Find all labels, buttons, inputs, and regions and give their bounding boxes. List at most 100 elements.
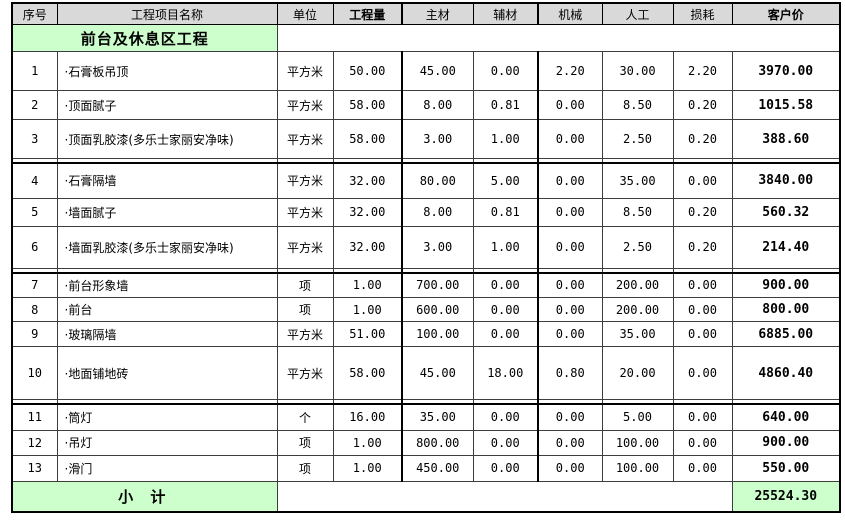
table-row: 3 ·顶面乳胶漆(多乐士家丽安净味) 平方米 58.00 3.00 1.00 0… [11,119,841,159]
table-row: 7 ·前台形象墙 项 1.00 700.00 0.00 0.00 200.00 … [11,272,841,298]
cell-qty: 32.00 [332,162,403,199]
cell-mach: 2.20 [537,51,603,91]
cell-no: 9 [11,321,58,347]
cell-loss: 0.00 [672,272,733,298]
cell-qty: 32.00 [332,197,403,227]
cell-name: ·地面铺地砖 [56,346,278,400]
cell-unit: 项 [276,454,334,482]
cell-mach: 0.00 [537,272,603,298]
cell-loss: 0.00 [672,403,733,431]
cell-aux: 1.00 [472,225,539,269]
cell-aux: 0.00 [472,297,539,322]
cell-price: 4860.40 [731,346,841,400]
cell-mach: 0.80 [537,346,603,400]
cell-loss: 0.00 [672,297,733,322]
table-row: 13 ·滑门 项 1.00 450.00 0.00 0.00 100.00 0.… [11,454,841,482]
col-header-aux: 辅材 [472,2,539,25]
cell-unit: 项 [276,429,334,456]
section-row-empty [276,24,841,52]
section-title: 前台及休息区工程 [11,24,278,52]
cell-price: 3970.00 [731,51,841,91]
cell-labor: 35.00 [601,321,674,347]
cell-price: 214.40 [731,225,841,269]
cell-unit: 平方米 [276,90,334,120]
table-row: 6 ·墙面乳胶漆(多乐士家丽安净味) 平方米 32.00 3.00 1.00 0… [11,225,841,269]
cell-name: ·墙面腻子 [56,197,278,227]
cell-no: 13 [11,454,58,482]
col-header-no: 序号 [11,2,58,25]
cell-aux: 0.00 [472,272,539,298]
cell-main: 45.00 [401,346,474,400]
cell-name: ·玻璃隔墙 [56,321,278,347]
col-header-qty: 工程量 [332,2,403,25]
cell-unit: 平方米 [276,162,334,199]
hidden-rows-separator [11,399,841,405]
cell-price: 3840.00 [731,162,841,199]
cell-main: 800.00 [401,429,474,456]
quotation-sheet: 序号 工程项目名称 单位 工程量 主材 辅材 机械 人工 损耗 客户价 前台及休… [11,2,841,513]
cell-labor: 8.50 [601,197,674,227]
cell-main: 8.00 [401,197,474,227]
cell-unit: 平方米 [276,321,334,347]
cell-price: 800.00 [731,297,841,322]
cell-no: 3 [11,119,58,159]
col-header-loss: 损耗 [672,2,733,25]
cell-mach: 0.00 [537,321,603,347]
cell-aux: 18.00 [472,346,539,400]
table-row: 5 ·墙面腻子 平方米 32.00 8.00 0.81 0.00 8.50 0.… [11,197,841,227]
subtotal-value: 25524.30 [731,480,841,513]
cell-qty: 51.00 [332,321,403,347]
cell-main: 450.00 [401,454,474,482]
cell-mach: 0.00 [537,162,603,199]
cell-no: 2 [11,90,58,120]
cell-no: 10 [11,346,58,400]
cell-loss: 0.00 [672,346,733,400]
cell-name: ·墙面乳胶漆(多乐士家丽安净味) [56,225,278,269]
cell-price: 900.00 [731,272,841,298]
cell-main: 35.00 [401,403,474,431]
hidden-rows-separator [11,267,841,274]
cell-aux: 0.81 [472,197,539,227]
cell-no: 7 [11,272,58,298]
cell-price: 388.60 [731,119,841,159]
cell-aux: 0.00 [472,454,539,482]
cell-labor: 200.00 [601,272,674,298]
estimate-table: 序号 工程项目名称 单位 工程量 主材 辅材 机械 人工 损耗 客户价 前台及休… [11,2,841,513]
cell-mach: 0.00 [537,225,603,269]
cell-no: 4 [11,162,58,199]
cell-loss: 0.20 [672,119,733,159]
cell-aux: 0.81 [472,90,539,120]
cell-qty: 1.00 [332,272,403,298]
cell-unit: 平方米 [276,119,334,159]
cell-main: 100.00 [401,321,474,347]
cell-mach: 0.00 [537,197,603,227]
cell-mach: 0.00 [537,119,603,159]
cell-name: ·石膏隔墙 [56,162,278,199]
cell-labor: 2.50 [601,119,674,159]
cell-unit: 平方米 [276,197,334,227]
cell-qty: 58.00 [332,119,403,159]
cell-mach: 0.00 [537,90,603,120]
cell-loss: 0.00 [672,429,733,456]
cell-price: 550.00 [731,454,841,482]
cell-labor: 30.00 [601,51,674,91]
cell-aux: 5.00 [472,162,539,199]
cell-qty: 16.00 [332,403,403,431]
subtotal-row-empty [276,480,733,513]
cell-name: ·石膏板吊顶 [56,51,278,91]
col-header-unit: 单位 [276,2,334,25]
cell-unit: 平方米 [276,225,334,269]
cell-labor: 2.50 [601,225,674,269]
cell-qty: 32.00 [332,225,403,269]
cell-aux: 0.00 [472,51,539,91]
cell-price: 640.00 [731,403,841,431]
cell-name: ·顶面腻子 [56,90,278,120]
hidden-rows-separator [11,158,841,164]
table-row: 11 ·筒灯 个 16.00 35.00 0.00 0.00 5.00 0.00… [11,403,841,431]
table-row: 1 ·石膏板吊顶 平方米 50.00 45.00 0.00 2.20 30.00… [11,51,841,91]
cell-main: 700.00 [401,272,474,298]
cell-mach: 0.00 [537,429,603,456]
cell-price: 560.32 [731,197,841,227]
cell-qty: 58.00 [332,90,403,120]
cell-qty: 1.00 [332,297,403,322]
